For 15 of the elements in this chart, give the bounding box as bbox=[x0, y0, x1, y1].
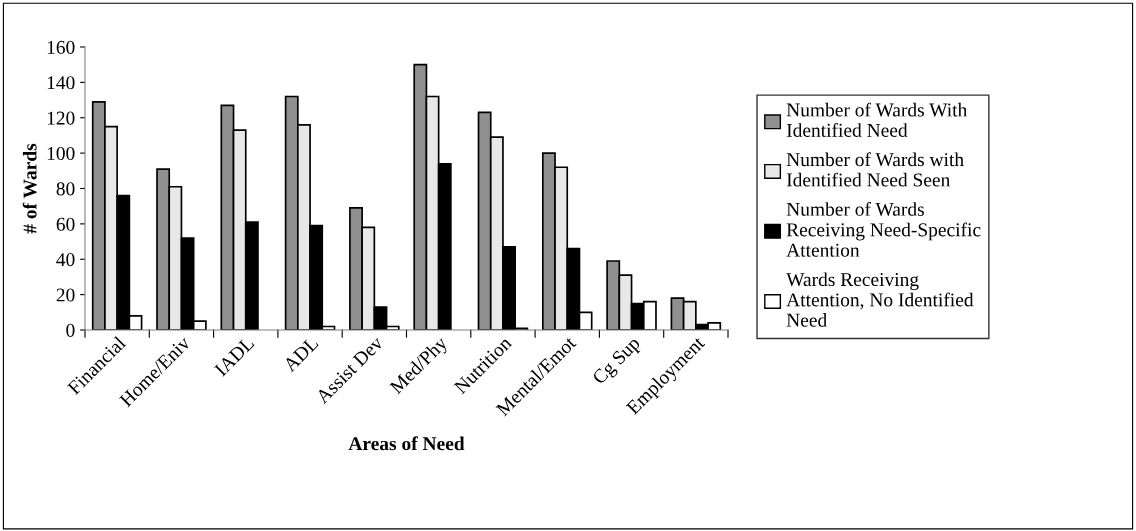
y-tick-label: 0 bbox=[66, 323, 75, 337]
legend-label: Number of Wards with Identified Need Seen bbox=[786, 152, 964, 187]
legend-label: Number of Wards Receiving Need-Specific Attention bbox=[786, 201, 981, 257]
y-tick-label: 160 bbox=[47, 40, 75, 54]
y-tick-label: 60 bbox=[56, 217, 75, 231]
y-tick-label: 40 bbox=[56, 253, 75, 267]
y-tick-label: 120 bbox=[47, 111, 75, 125]
y-tick-label: 100 bbox=[47, 146, 75, 161]
legend-label: Wards Receiving Attention, No Identified Need bbox=[786, 272, 974, 327]
x-axis-title: Areas of Need bbox=[348, 436, 465, 451]
y-tick-label: 20 bbox=[56, 288, 75, 302]
y-tick-label: 80 bbox=[56, 182, 75, 196]
y-tick-label: 140 bbox=[47, 76, 75, 90]
y-axis-title: # of Wards bbox=[22, 143, 37, 234]
legend-label: Number of Wards With Identified Need bbox=[786, 102, 968, 137]
